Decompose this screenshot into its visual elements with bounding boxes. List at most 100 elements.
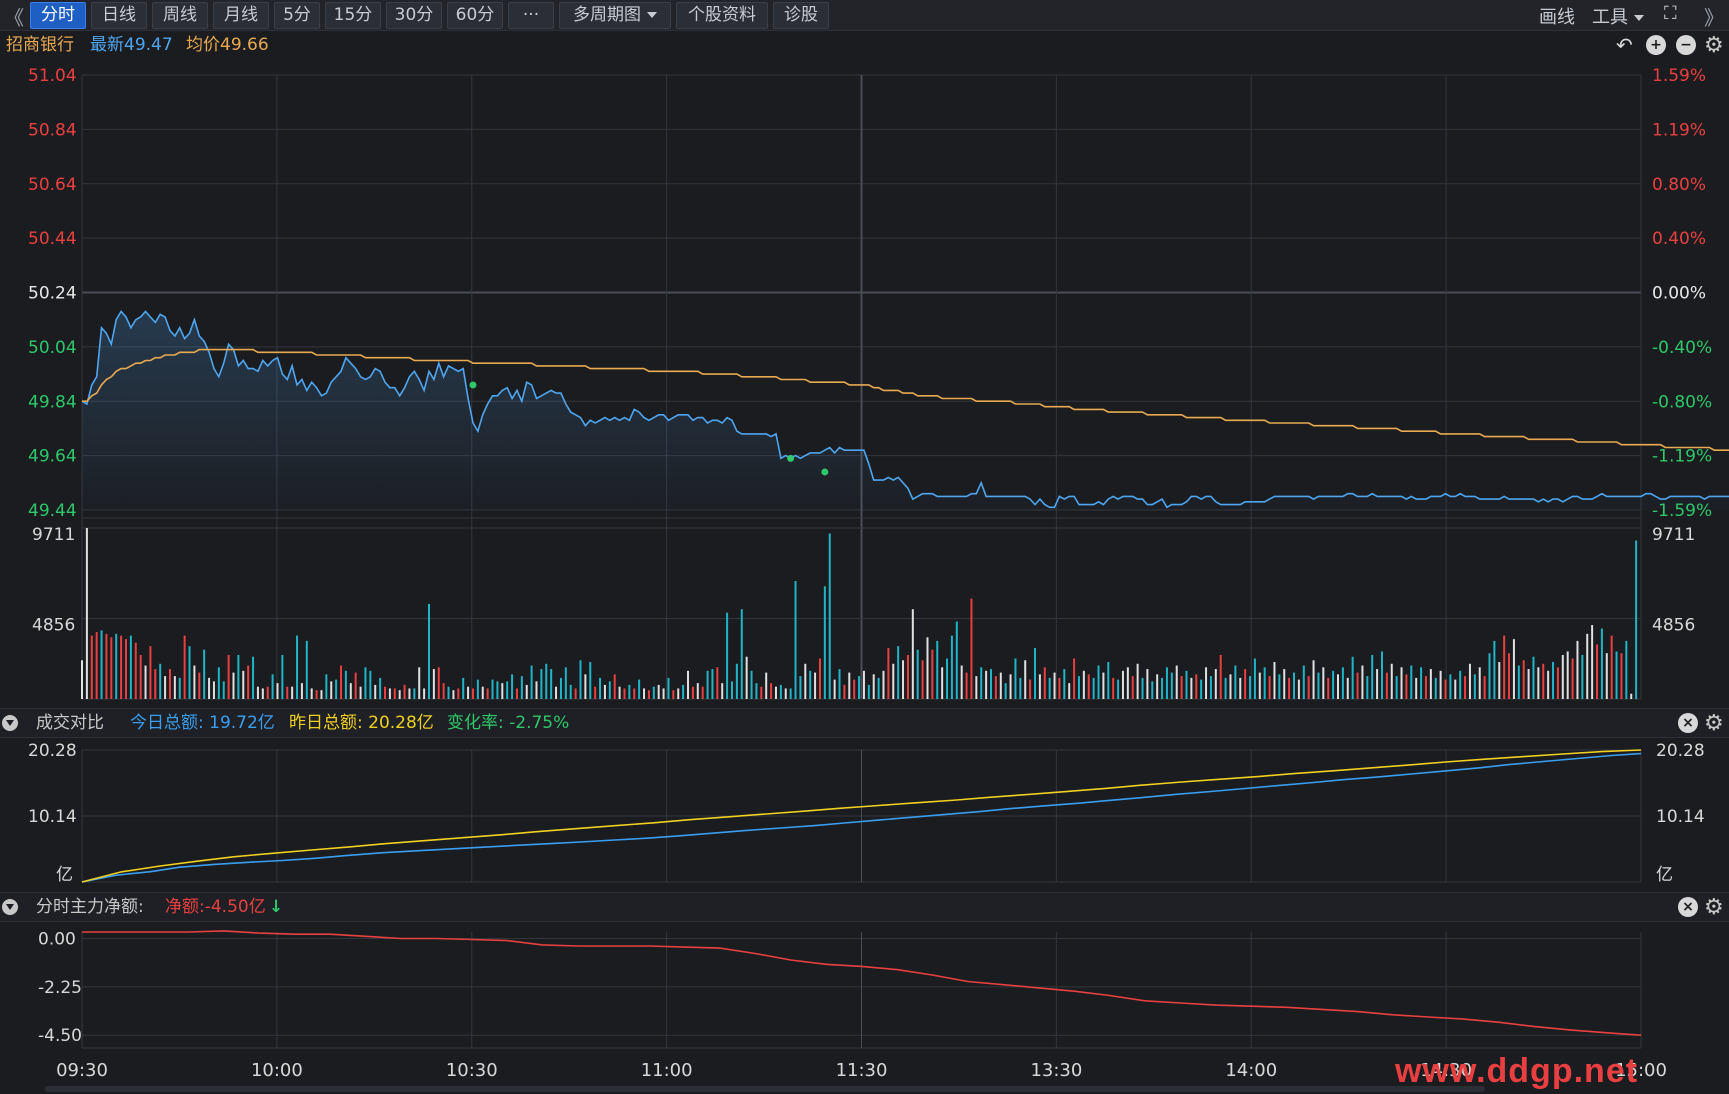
volume-bar <box>833 679 836 699</box>
volume-bar <box>1434 677 1437 699</box>
volume-bar <box>1131 676 1134 699</box>
time-scrollbar[interactable] <box>45 1086 1485 1092</box>
draw-line-button[interactable]: 画线 <box>1539 7 1575 28</box>
tab-6[interactable]: 30分 <box>386 2 442 29</box>
volume-bar <box>423 688 426 699</box>
volume-bar <box>374 684 377 699</box>
volume-bar <box>1395 676 1398 699</box>
tab-10[interactable]: 个股资料 <box>676 2 768 29</box>
volume-bar <box>559 677 562 699</box>
collapse-netflow-icon[interactable] <box>2 899 18 915</box>
volume-bar <box>457 688 460 699</box>
volume-bar <box>1297 679 1300 699</box>
undo-icon[interactable]: ↶ <box>1616 33 1633 57</box>
main-net-flow-chart[interactable]: 0.00 -2.25 -4.50 09:30 10:00 10:30 11:00 11:30 1… <box>0 922 1729 1084</box>
volume-bar <box>476 679 479 699</box>
volume-bar <box>946 658 949 699</box>
tab-4[interactable]: 5分 <box>274 2 320 29</box>
turnover-tick-label: 20.28 <box>28 741 77 761</box>
volume-bar <box>735 663 738 699</box>
close-turnover-icon[interactable]: × <box>1678 713 1698 733</box>
tab-9[interactable]: 多周期图 <box>559 2 671 29</box>
turnover-tick-label: 10.14 <box>1656 807 1705 827</box>
volume-bar <box>1459 670 1462 699</box>
volume-bar <box>1464 676 1467 699</box>
volume-bar <box>1278 674 1281 699</box>
volume-bar <box>1508 653 1511 699</box>
volume-bar <box>237 654 240 699</box>
volume-bar <box>1522 660 1525 699</box>
volume-bar <box>980 667 983 699</box>
volume-bar <box>1112 677 1115 699</box>
volume-bar <box>1048 677 1051 699</box>
fullscreen-icon[interactable]: ⛶ <box>1664 3 1677 24</box>
price-volume-chart[interactable]: 51.04 1.59% 50.84 1.19% 50.64 0.80% 50.44 0.40%… <box>0 59 1729 711</box>
turnover-tick-label: 亿 <box>56 865 73 885</box>
turnover-settings-gear-icon[interactable]: ⚙ <box>1704 711 1724 736</box>
trade-marker <box>787 454 795 462</box>
tools-menu-button[interactable]: 工具 <box>1592 3 1644 29</box>
volume-bar <box>564 667 567 699</box>
volume-bar <box>911 609 914 699</box>
tab-1[interactable]: 日线 <box>91 2 147 29</box>
today-total-label: 今日总额: 19.72亿 <box>130 713 275 733</box>
volume-bar <box>452 690 455 699</box>
close-netflow-icon[interactable]: × <box>1678 897 1698 917</box>
volume-bar <box>1253 658 1256 699</box>
tab-2[interactable]: 周线 <box>152 2 208 29</box>
volume-bar <box>667 677 670 699</box>
volume-bar <box>589 662 592 699</box>
tab-7[interactable]: 60分 <box>447 2 503 29</box>
volume-bar <box>296 635 299 699</box>
volume-bar <box>1141 677 1144 699</box>
volume-bar <box>1371 654 1374 699</box>
volume-bar <box>1341 667 1344 699</box>
tab-3[interactable]: 月线 <box>213 2 269 29</box>
volume-bar <box>647 690 650 699</box>
turnover-compare-chart[interactable]: 20.28 20.28 10.14 10.14 亿 亿 <box>0 738 1729 886</box>
volume-bar <box>437 667 440 699</box>
volume-bar <box>789 688 792 699</box>
collapse-left-icon[interactable]: 《 <box>4 6 24 30</box>
netflow-settings-gear-icon[interactable]: ⚙ <box>1704 895 1724 920</box>
volume-bar <box>1087 674 1090 699</box>
volume-bar <box>427 603 430 699</box>
volume-bar <box>535 681 538 699</box>
netflow-pane-header: 分时主力净额: 净额:-4.50亿 ↓ × ⚙ <box>0 892 1729 922</box>
volume-bar <box>1058 677 1061 699</box>
netflow-tick-label: 0.00 <box>38 929 76 949</box>
volume-bar <box>784 688 787 699</box>
volume-bar <box>520 676 523 699</box>
collapse-right-icon[interactable]: 》 <box>1704 6 1724 30</box>
settings-gear-icon[interactable]: ⚙ <box>1704 33 1724 58</box>
time-axis-label: 10:30 <box>446 1060 498 1081</box>
volume-bar <box>1214 669 1217 699</box>
volume-bar <box>994 676 997 699</box>
volume-bar <box>1121 670 1124 699</box>
zoom-in-icon[interactable]: + <box>1646 35 1666 55</box>
volume-bar <box>745 656 748 699</box>
volume-bar <box>823 586 826 699</box>
volume-bar <box>1107 662 1110 699</box>
turnover-line-0 <box>81 752 1642 883</box>
tab-5[interactable]: 15分 <box>325 2 381 29</box>
volume-bar <box>1097 665 1100 699</box>
volume-bar <box>471 688 474 699</box>
volume-bar <box>286 686 289 699</box>
volume-bar <box>1356 672 1359 699</box>
net-amount-label: 净额:-4.50亿 <box>165 897 266 917</box>
collapse-turnover-icon[interactable] <box>2 715 18 731</box>
price-area-fill <box>82 311 1729 510</box>
volume-bar <box>154 669 157 699</box>
volume-bar <box>1366 676 1369 699</box>
volume-bar <box>349 683 352 699</box>
zoom-out-icon[interactable]: − <box>1676 35 1696 55</box>
yesterday-total-label: 昨日总额: 20.28亿 <box>289 713 434 733</box>
volume-bar <box>242 670 245 699</box>
tab-11[interactable]: 诊股 <box>773 2 829 29</box>
volume-bar <box>931 649 934 699</box>
tab-0[interactable]: 分时 <box>30 2 86 29</box>
volume-bar <box>608 681 611 699</box>
trade-marker <box>821 468 829 476</box>
tab-8[interactable]: ··· <box>508 2 554 29</box>
